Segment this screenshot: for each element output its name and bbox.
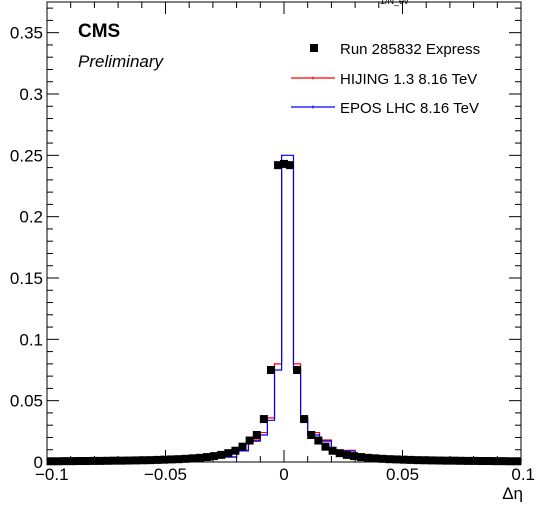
data-point: [456, 456, 465, 465]
x-axis-label: Δη: [502, 484, 523, 502]
data-point: [231, 446, 240, 455]
data-point: [60, 457, 69, 466]
data-point: [181, 454, 190, 463]
data-point: [53, 457, 62, 466]
series-line-1: [47, 163, 522, 462]
data-point: [463, 456, 472, 465]
data-point: [238, 442, 247, 451]
data-point: [470, 456, 479, 465]
y-tick-label: 0: [34, 453, 43, 472]
data-point: [274, 161, 283, 170]
data-point: [442, 456, 451, 465]
data-point: [321, 442, 330, 451]
data-point: [499, 457, 508, 466]
x-tick-label: −0.1: [35, 465, 69, 484]
data-point: [477, 457, 486, 466]
data-point: [245, 436, 254, 445]
x-tick-label: 0.1: [511, 465, 535, 484]
y-tick-label: 0.35: [10, 24, 43, 43]
data-point: [399, 455, 408, 464]
data-point: [67, 457, 76, 466]
data-point: [280, 159, 288, 168]
data-point: [146, 456, 155, 465]
data-point: [413, 456, 422, 465]
series-line-2: [47, 154, 522, 462]
data-point: [46, 457, 55, 466]
data-point: [371, 454, 380, 463]
data-point: [224, 449, 233, 458]
data-point: [217, 450, 226, 459]
x-tick-label: −0.05: [144, 465, 187, 484]
data-point: [89, 456, 98, 465]
data-point: [188, 454, 197, 463]
data-point: [449, 456, 458, 465]
data-point: [131, 456, 140, 465]
legend-marker: [310, 44, 318, 52]
data-point: [266, 366, 275, 374]
y-tick-label: 0.2: [19, 208, 43, 227]
data-point: [314, 436, 323, 445]
data-point: [74, 457, 83, 466]
x-tick-label: 0.05: [386, 465, 419, 484]
data-point: [513, 457, 522, 466]
data-point: [103, 456, 112, 465]
data-point: [252, 431, 261, 440]
data-point: [364, 453, 373, 462]
data-point: [110, 456, 119, 465]
data-point: [285, 161, 294, 170]
data-point: [506, 457, 515, 466]
y-tick-label: 0.25: [10, 146, 43, 165]
data-point: [421, 456, 430, 465]
data-point: [259, 415, 268, 424]
data-point: [300, 415, 309, 424]
legend-entry: Run 285832 Express: [340, 41, 480, 58]
data-point: [335, 449, 344, 458]
data-point: [378, 454, 387, 463]
data-point: [492, 457, 501, 466]
y-tick-label: 0.1: [19, 330, 43, 349]
data-point: [428, 456, 437, 465]
data-point: [124, 456, 133, 465]
data-point: [328, 446, 337, 455]
data-point: [153, 455, 162, 464]
y-tick-label: 0.15: [10, 269, 43, 288]
data-point: [342, 450, 351, 459]
data-point: [392, 455, 401, 464]
data-point: [385, 455, 394, 464]
x-tick-label: 0: [279, 465, 288, 484]
top-label: 1/N_ev: [380, 0, 409, 6]
data-point: [210, 452, 219, 461]
data-point: [117, 456, 126, 465]
cms-label: CMS: [78, 21, 120, 42]
data-point: [174, 455, 183, 464]
data-point: [167, 455, 176, 464]
data-point: [435, 456, 444, 465]
data-point: [406, 455, 415, 464]
data-point: [307, 431, 316, 440]
data-point: [485, 457, 494, 466]
data-point: [357, 453, 366, 462]
preliminary-label: Preliminary: [78, 52, 165, 71]
data-point: [202, 453, 211, 462]
legend-entry: HIJING 1.3 8.16 TeV: [340, 71, 477, 88]
y-tick-label: 0.05: [10, 392, 43, 411]
data-point: [349, 452, 358, 461]
y-tick-label: 0.3: [19, 85, 43, 104]
data-point: [293, 366, 302, 374]
data-point: [195, 453, 204, 462]
data-point: [82, 457, 91, 466]
data-point: [96, 456, 105, 465]
legend-entry: EPOS LHC 8.16 TeV: [340, 100, 479, 117]
data-point: [160, 455, 169, 464]
data-point: [138, 456, 147, 465]
